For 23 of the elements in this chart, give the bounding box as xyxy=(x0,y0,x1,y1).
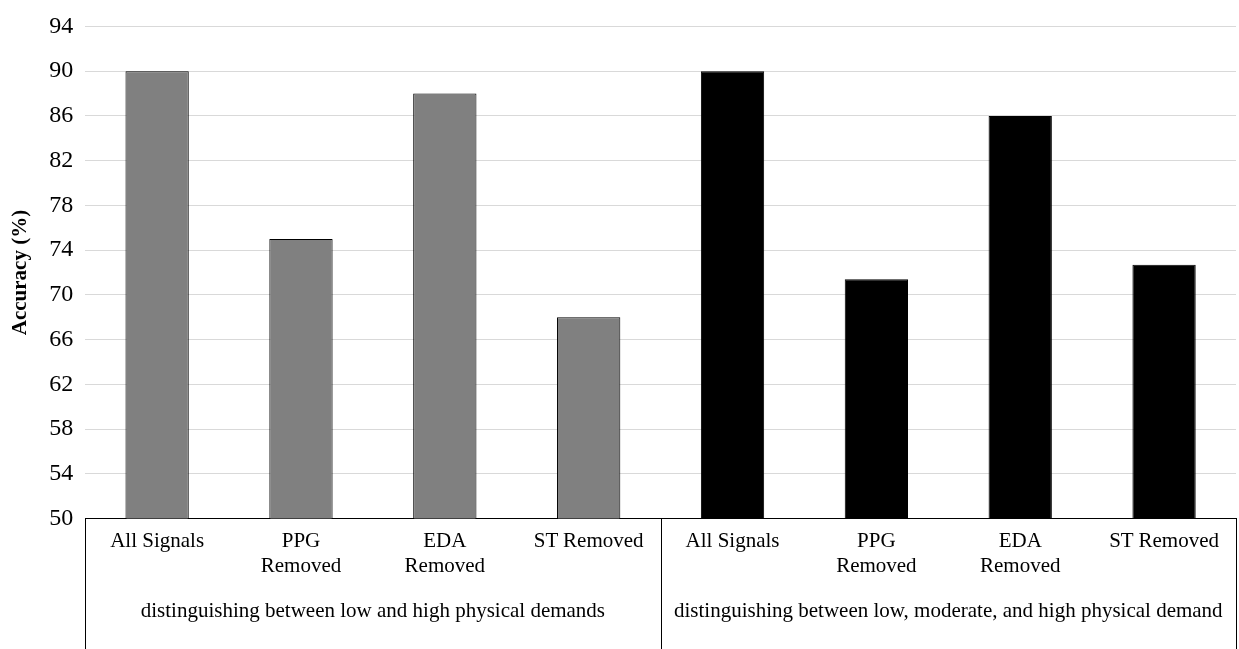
x-tick-label: ST Removed xyxy=(533,527,645,552)
y-tick-label: 62 xyxy=(49,369,74,396)
y-tick-label: 78 xyxy=(49,190,74,217)
y-tick-label: 50 xyxy=(49,503,74,530)
x-tick-label: EDA Removed xyxy=(404,527,486,577)
y-tick-label: 86 xyxy=(49,101,74,128)
y-tick-label: 82 xyxy=(49,145,74,172)
y-tick-label: 74 xyxy=(49,235,74,262)
y-tick-label: 90 xyxy=(49,56,74,83)
text: distinguishing between low and high physical demands xyxy=(140,597,606,622)
y-tick-label: 94 xyxy=(49,11,74,38)
y-tick-label: 58 xyxy=(49,414,74,441)
x-tick-label: All Signals xyxy=(110,527,205,552)
x-tick-label: ST Removed xyxy=(1109,527,1220,552)
text: distinguishing between low, moderate, and high physical demand xyxy=(674,597,1224,622)
y-tick-label: 70 xyxy=(49,280,74,307)
x-tick-label: PPG Removed xyxy=(260,527,342,577)
x-tick-label: EDA Removed xyxy=(979,527,1061,577)
y-tick-label: 54 xyxy=(49,459,74,486)
x-tick-label: All Signals xyxy=(685,527,780,552)
x-tick-label: PPG Removed xyxy=(836,527,918,577)
y-tick-label: 66 xyxy=(49,324,74,351)
y-axis-title: Accuracy (%) xyxy=(7,209,32,336)
